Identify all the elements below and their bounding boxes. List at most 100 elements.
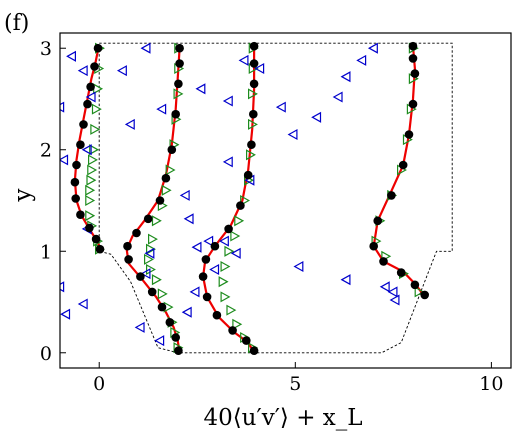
- black-dot-marker: [136, 272, 145, 281]
- green-triangle-marker: [414, 286, 425, 298]
- green-triangle-marker: [86, 174, 97, 186]
- green-triangle-marker: [85, 210, 96, 222]
- blue-triangle-marker: [238, 54, 249, 66]
- plot-content: [60, 41, 453, 356]
- y-tick-label: 0: [40, 343, 52, 365]
- green-triangle-marker: [234, 215, 245, 227]
- green-triangle-marker: [146, 263, 156, 276]
- green-triangle-marker: [218, 276, 229, 288]
- green-triangle-marker: [88, 154, 98, 166]
- black-dot-marker: [175, 59, 184, 68]
- green-triangle-marker: [226, 304, 237, 316]
- black-dot-marker: [124, 255, 133, 264]
- green-triangle-marker: [220, 291, 231, 303]
- black-dot-marker: [91, 234, 101, 244]
- black-dot-marker: [408, 41, 418, 51]
- black-dot-marker: [174, 79, 183, 89]
- black-dot-marker: [249, 346, 259, 356]
- black-dot-marker: [167, 145, 177, 154]
- blue-triangle-marker: [140, 42, 151, 54]
- blue-triangle-marker: [222, 156, 233, 168]
- black-dot-marker: [72, 160, 81, 170]
- black-dot-marker: [387, 191, 396, 200]
- black-dot-marker: [201, 255, 211, 264]
- black-dot-marker: [71, 194, 80, 203]
- green-triangle-marker: [232, 318, 243, 330]
- blue-triangle-marker: [60, 308, 71, 320]
- blue-triangle-marker: [340, 71, 351, 83]
- green-triangle-marker: [161, 184, 172, 196]
- black-dot-marker: [202, 292, 212, 302]
- black-dot-marker: [249, 79, 259, 89]
- blue-triangle-marker: [140, 268, 151, 280]
- black-dot-marker: [95, 244, 105, 254]
- black-dot-marker: [242, 336, 251, 345]
- black-dot-marker: [408, 54, 418, 63]
- black-dot-marker: [212, 310, 222, 320]
- green-triangle-marker: [165, 164, 176, 176]
- blue-triangle-marker: [154, 335, 165, 347]
- green-triangle-marker: [246, 149, 256, 161]
- black-dot-marker: [93, 43, 103, 53]
- black-dot-marker: [228, 326, 237, 335]
- blue-triangle-marker: [66, 50, 76, 62]
- blue-triangle-marker: [332, 91, 343, 103]
- x-tick-label: 5: [289, 373, 301, 395]
- black-dot-marker: [175, 43, 184, 53]
- blue-triangle-marker: [230, 247, 241, 259]
- green-triangle-marker: [224, 245, 235, 257]
- black-dot-marker: [171, 109, 180, 119]
- blue-triangle-marker: [195, 83, 206, 95]
- panel-label: (f): [4, 11, 29, 36]
- black-dot-marker: [171, 333, 180, 342]
- black-dot-marker: [249, 41, 259, 51]
- black-dot-marker: [404, 130, 414, 139]
- x-tick-label: 10: [479, 373, 503, 395]
- green-triangle-marker: [220, 260, 231, 273]
- blue-triangle-marker: [222, 95, 233, 107]
- blue-triangle-marker: [60, 281, 65, 293]
- blue-triangle-marker: [179, 189, 190, 201]
- blue-triangle-marker: [340, 274, 351, 286]
- blue-triangle-marker: [77, 65, 88, 77]
- black-dot-marker: [243, 170, 253, 180]
- green-triangle-marker: [151, 215, 162, 227]
- green-triangle-marker: [90, 123, 101, 135]
- green-triangle-marker: [85, 184, 96, 196]
- blue-triangle-marker: [311, 111, 322, 123]
- green-triangle-marker: [87, 164, 98, 176]
- black-dot-marker: [396, 268, 406, 277]
- green-triangle-marker: [248, 118, 258, 130]
- green-triangle-marker: [85, 194, 96, 207]
- black-dot-marker: [132, 228, 141, 238]
- black-dot-marker: [210, 241, 220, 251]
- blue-triangle-marker: [60, 154, 69, 166]
- blue-triangle-marker: [254, 62, 265, 75]
- plot-frame: [59, 32, 512, 369]
- plot-area: [60, 41, 453, 356]
- green-triangle-marker: [240, 194, 251, 207]
- green-triangle-marker: [91, 103, 102, 115]
- blue-triangle-marker: [356, 54, 367, 66]
- green-triangle-marker: [148, 233, 158, 245]
- blue-triangle-marker: [287, 128, 298, 141]
- blue-triangle-marker: [189, 286, 200, 298]
- black-dot-marker: [76, 210, 85, 219]
- black-dot-marker: [76, 140, 85, 149]
- blue-triangle-marker: [60, 101, 65, 113]
- blue-triangle-marker: [124, 118, 135, 130]
- green-triangle-marker: [89, 144, 100, 156]
- blue-triangle-marker: [203, 235, 214, 247]
- black-dot-marker: [236, 201, 245, 210]
- blue-triangle-marker: [367, 42, 378, 54]
- green-triangle-marker: [230, 230, 241, 242]
- red-profile-line-4: [372, 46, 424, 295]
- blue-triangle-marker: [81, 144, 92, 156]
- black-dot-marker: [398, 160, 408, 170]
- blue-triangle-marker: [387, 286, 398, 298]
- x-tick-label: 0: [93, 373, 105, 395]
- blue-triangle-marker: [77, 298, 88, 310]
- black-dot-marker: [198, 272, 208, 281]
- blue-triangle-marker: [181, 306, 192, 318]
- black-dot-marker: [410, 280, 420, 290]
